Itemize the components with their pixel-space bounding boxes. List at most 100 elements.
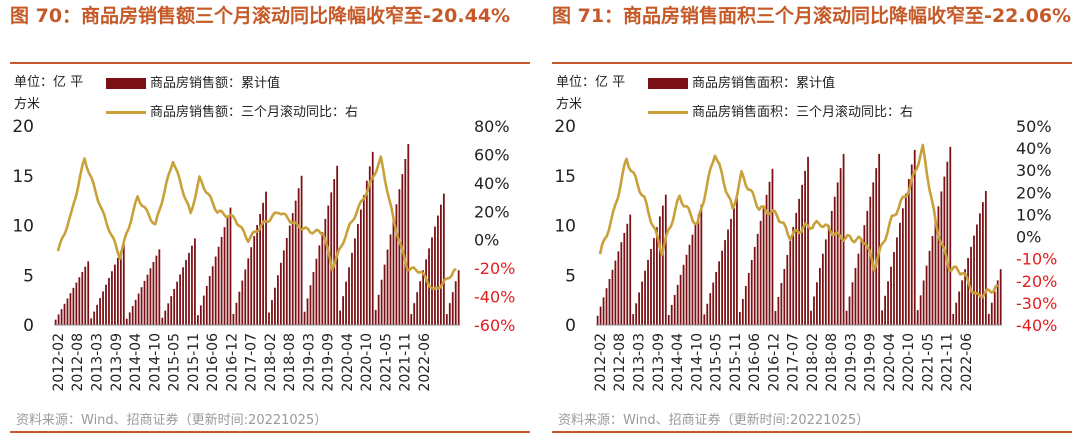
bar-mark xyxy=(635,303,638,325)
bar-mark xyxy=(274,287,276,325)
chart-title: 图 70：商品房销售额三个月滚动同比降幅收窄至-20.44% xyxy=(10,5,511,27)
bar-mark xyxy=(679,274,682,325)
bar-mark xyxy=(922,280,925,325)
bar-mark xyxy=(404,159,407,325)
left-axis-tick: 0 xyxy=(23,316,34,336)
bar-mark xyxy=(753,246,756,325)
x-axis-tick: 2012-08 xyxy=(612,333,628,392)
bar-mark xyxy=(108,277,110,325)
bar-mark xyxy=(155,255,158,325)
bar-mark xyxy=(999,269,1002,325)
bar-mark xyxy=(697,214,700,325)
bar-mark xyxy=(194,238,196,325)
legend-bar-swatch xyxy=(106,78,146,89)
bar-mark xyxy=(611,269,614,325)
bar-mark xyxy=(451,292,454,325)
bar-mark xyxy=(949,146,952,325)
bar-mark xyxy=(741,298,744,325)
left-axis-tick: 15 xyxy=(12,167,34,187)
bar-mark xyxy=(916,310,919,325)
bar-mark xyxy=(351,252,353,325)
bar-mark xyxy=(833,196,836,325)
bar-mark xyxy=(300,175,303,325)
source-note: 资料来源：Wind、招商证券（更新时间:20221025） xyxy=(558,413,870,428)
bar-mark xyxy=(164,310,167,325)
bar-mark xyxy=(327,205,330,325)
bar-mark xyxy=(196,315,199,325)
bar-mark xyxy=(647,259,649,325)
bar-mark xyxy=(321,232,324,325)
right-axis-tick: 50% xyxy=(1016,117,1052,136)
bar-mark xyxy=(247,258,250,325)
bar-mark xyxy=(442,193,445,325)
bar-mark xyxy=(641,281,643,325)
bar-mark xyxy=(99,298,101,325)
bar-mark xyxy=(324,218,327,325)
bar-mark xyxy=(899,222,901,325)
bar-mark xyxy=(389,234,392,325)
right-axis-tick: 0% xyxy=(1016,228,1041,247)
bar-mark xyxy=(93,311,96,325)
bar-mark xyxy=(312,271,315,325)
bar-mark xyxy=(229,207,232,325)
bar-mark xyxy=(688,244,691,325)
right-axis-tick: 20% xyxy=(1016,183,1052,202)
right-axis-tick: -20% xyxy=(474,259,515,278)
bar-mark xyxy=(730,218,732,325)
bar-mark xyxy=(440,204,442,325)
bar-mark xyxy=(875,168,878,325)
bar-mark xyxy=(795,212,798,325)
x-axis-tick: 2022-06 xyxy=(959,333,975,392)
bar-mark xyxy=(979,213,981,325)
bar-mark xyxy=(884,295,886,325)
bar-mark xyxy=(620,242,623,325)
bar-mark xyxy=(869,196,872,325)
bar-mark xyxy=(268,312,270,325)
bar-mark xyxy=(768,181,771,325)
bar-mark xyxy=(188,252,190,325)
bar-mark xyxy=(134,299,137,325)
bar-mark xyxy=(676,284,679,325)
x-axis-tick: 2018-08 xyxy=(282,333,298,392)
legend-bar-entry: 商品房销售额：累计值 xyxy=(106,72,280,91)
bar-mark xyxy=(804,170,806,325)
x-axis-tick: 2014-10 xyxy=(689,333,705,392)
bar-mark xyxy=(199,305,202,325)
bar-mark xyxy=(271,300,273,326)
x-axis-tick: 2018-08 xyxy=(824,333,840,392)
legend-bar-swatch xyxy=(648,78,688,89)
bar-mark xyxy=(437,215,439,325)
bar-mark xyxy=(712,282,715,325)
x-axis-tick: 2015-05 xyxy=(167,333,183,392)
chart-panel-71: 图 71：商品房销售面积三个月滚动同比降幅收窄至-22.06% 单位：亿 平方米… xyxy=(548,0,1078,437)
bar-mark xyxy=(970,246,972,325)
x-axis-tick: 2013-09 xyxy=(109,333,125,392)
bar-mark xyxy=(733,208,735,325)
right-axis-tick: -40% xyxy=(474,288,515,307)
bar-mark xyxy=(410,314,413,325)
bar-mark xyxy=(777,296,780,325)
bar-mark xyxy=(339,310,342,325)
bar-mark xyxy=(973,235,975,325)
left-axis-tick: 5 xyxy=(23,266,34,286)
left-axis-tick: 15 xyxy=(554,167,576,187)
bottom-divider xyxy=(552,431,1072,433)
bar-mark xyxy=(354,238,356,325)
chart-panel-70: 图 70：商品房销售额三个月滚动同比降幅收窄至-20.44% 单位：亿 平方米 … xyxy=(6,0,536,437)
x-axis-tick: 2015-11 xyxy=(728,333,744,392)
bar-mark xyxy=(990,302,993,325)
bar-mark xyxy=(848,296,851,325)
bar-mark xyxy=(919,295,922,325)
bar-mark xyxy=(890,266,892,325)
bar-mark xyxy=(638,292,641,325)
bar-mark xyxy=(738,311,741,325)
bar-mark xyxy=(362,195,365,325)
bar-mark xyxy=(318,245,321,325)
yoy-line xyxy=(56,155,457,291)
legend-line-label: 商品房销售额：三个月滚动同比：右 xyxy=(150,105,359,120)
bar-mark xyxy=(386,249,389,325)
bar-mark xyxy=(664,194,667,325)
bar-mark xyxy=(993,291,996,325)
bar-mark xyxy=(146,274,149,325)
bar-mark xyxy=(901,208,904,325)
